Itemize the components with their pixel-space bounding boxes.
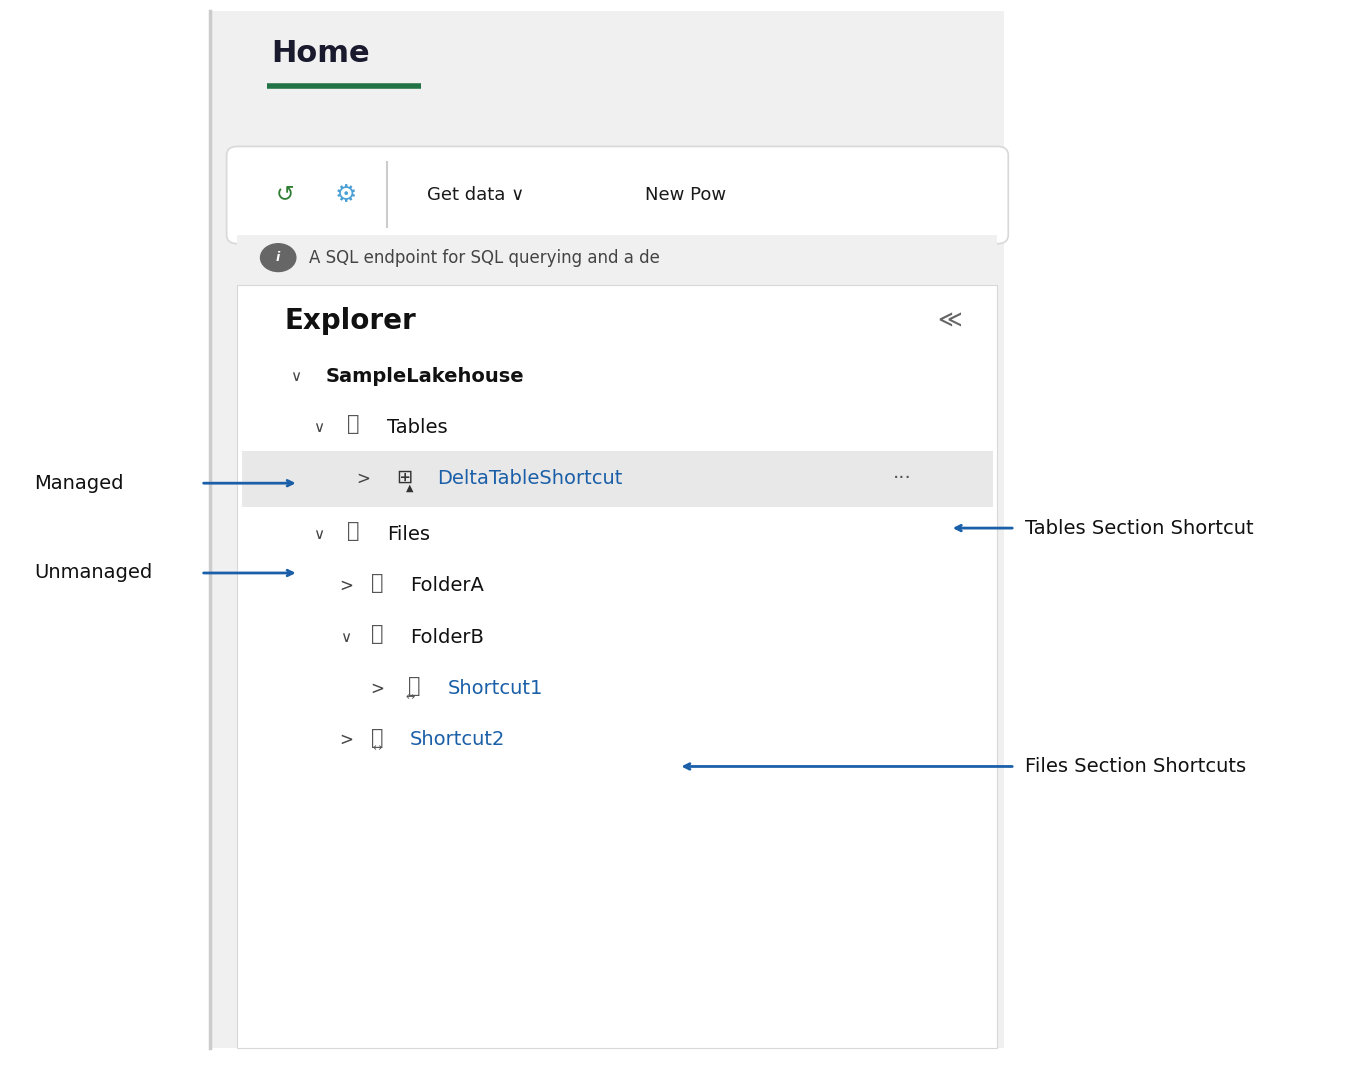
Text: ∨: ∨	[313, 420, 324, 435]
Text: ⊞: ⊞	[396, 467, 413, 486]
Text: A SQL endpoint for SQL querying and a de: A SQL endpoint for SQL querying and a de	[309, 249, 661, 266]
Text: >: >	[357, 470, 370, 487]
FancyBboxPatch shape	[242, 451, 993, 507]
Text: ▲: ▲	[406, 482, 414, 493]
Text: 🗁: 🗁	[370, 624, 384, 644]
Text: Managed: Managed	[34, 474, 123, 493]
FancyBboxPatch shape	[210, 11, 1004, 166]
Text: 🗁: 🗁	[370, 573, 384, 592]
Text: Get data ∨: Get data ∨	[427, 186, 525, 203]
Text: ↺: ↺	[275, 185, 294, 204]
Text: ≪: ≪	[938, 309, 962, 332]
Text: ∨: ∨	[313, 527, 324, 542]
Text: ···: ···	[893, 469, 912, 489]
Text: ↔: ↔	[373, 743, 381, 754]
Text: Unmanaged: Unmanaged	[34, 563, 152, 583]
Text: Tables Section Shortcut: Tables Section Shortcut	[1025, 518, 1253, 538]
Text: DeltaTableShortcut: DeltaTableShortcut	[437, 469, 623, 489]
Text: >: >	[339, 577, 353, 594]
Text: 🗁: 🗁	[370, 728, 384, 747]
Text: ⚙: ⚙	[335, 183, 357, 206]
Text: New Pow: New Pow	[645, 186, 726, 203]
Text: ↔: ↔	[406, 692, 414, 702]
Text: Shortcut1: Shortcut1	[448, 679, 543, 698]
Text: Files Section Shortcuts: Files Section Shortcuts	[1025, 757, 1246, 776]
Text: i: i	[275, 251, 281, 264]
Text: FolderA: FolderA	[410, 576, 483, 595]
Text: Shortcut2: Shortcut2	[410, 730, 505, 749]
Text: ∨: ∨	[290, 369, 301, 384]
Text: Explorer: Explorer	[285, 307, 417, 335]
FancyBboxPatch shape	[210, 11, 1004, 1048]
Circle shape	[261, 244, 296, 272]
Text: ∨: ∨	[341, 630, 351, 645]
FancyBboxPatch shape	[237, 285, 997, 1048]
FancyBboxPatch shape	[237, 235, 997, 280]
Text: >: >	[339, 731, 353, 748]
Text: FolderB: FolderB	[410, 628, 483, 647]
FancyBboxPatch shape	[227, 146, 1008, 244]
Text: 🗁: 🗁	[407, 677, 421, 696]
Text: Tables: Tables	[387, 418, 448, 437]
Text: 🗁: 🗁	[346, 415, 360, 434]
Text: Home: Home	[271, 38, 370, 68]
Text: SampleLakehouse: SampleLakehouse	[326, 367, 524, 386]
Text: 🗁: 🗁	[346, 522, 360, 541]
Text: Files: Files	[387, 525, 430, 544]
Text: >: >	[370, 680, 384, 697]
